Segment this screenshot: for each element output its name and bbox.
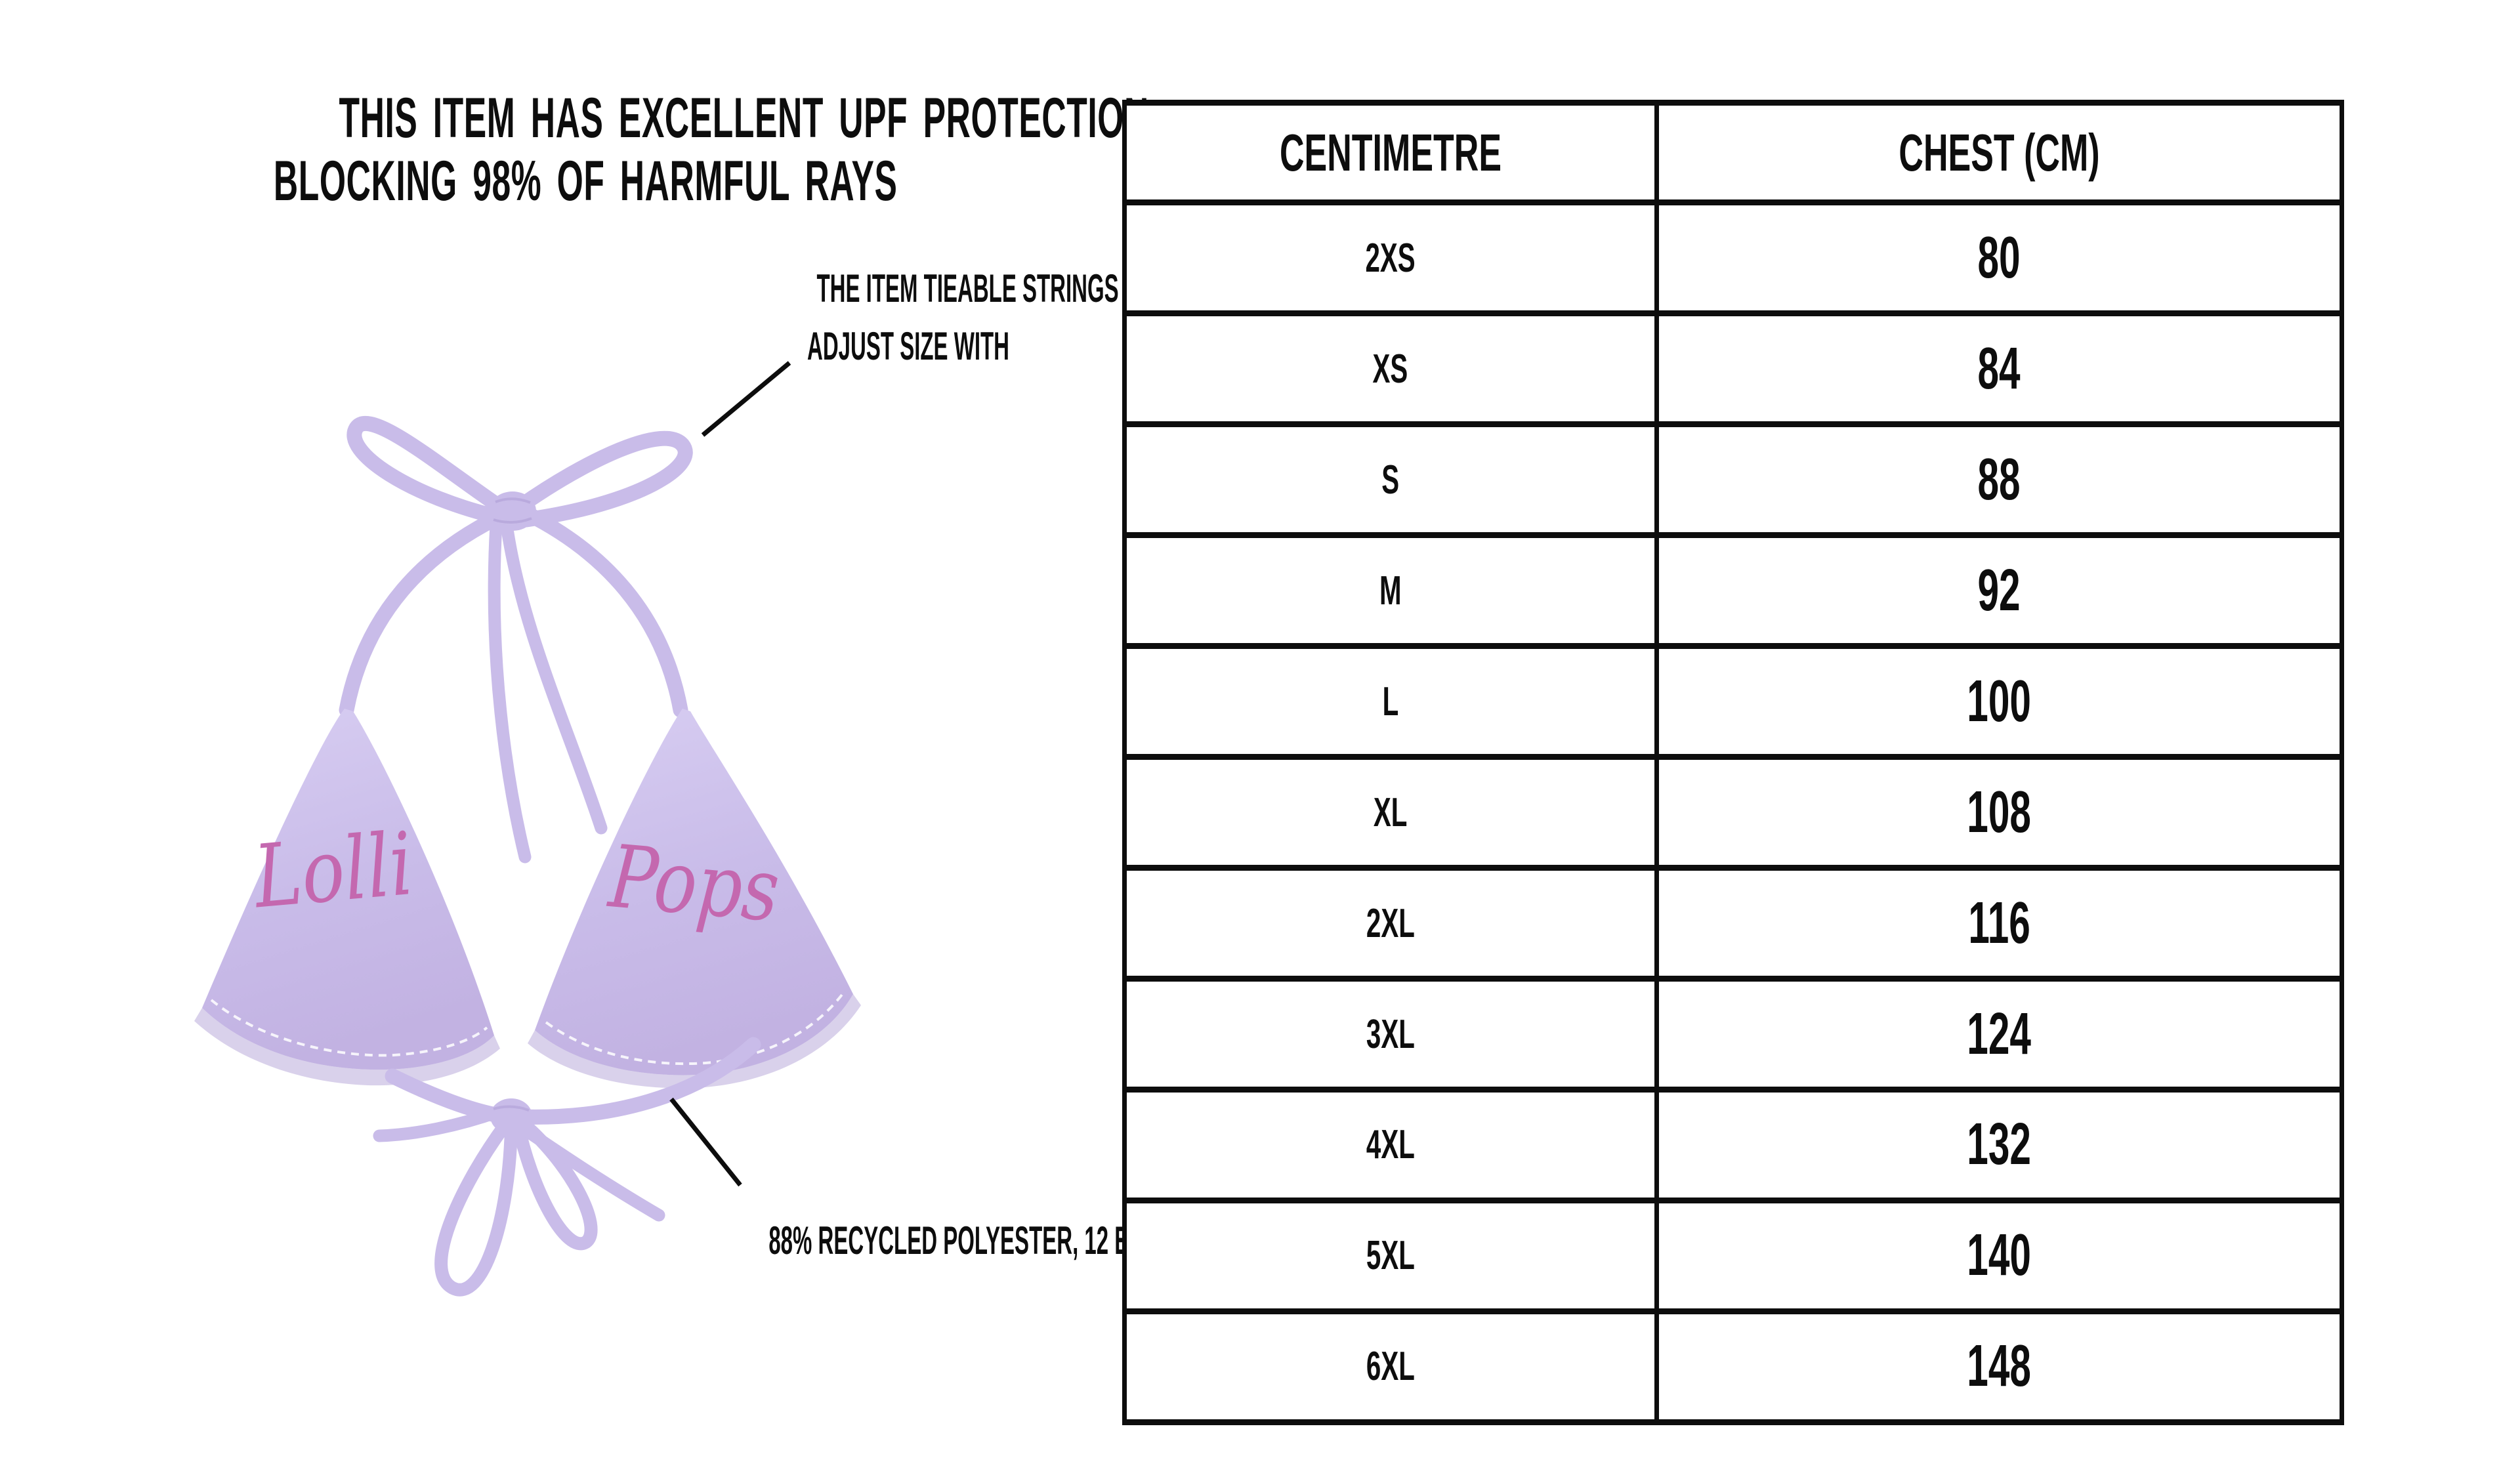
column-header-chest-cm: CHEST (CM) — [1654, 99, 2345, 206]
column-header-centimetre: CENTIMETRE — [1122, 99, 1659, 206]
right-cup-band — [528, 994, 861, 1089]
top-bow-knot — [489, 491, 536, 531]
strings-note-line2: ADJUST SIZE WITH — [807, 324, 1009, 368]
left-cup — [194, 709, 500, 1086]
table-row: L 100 — [1122, 643, 2345, 760]
left-cup-stitching — [210, 999, 488, 1057]
chest-cell: 124 — [1654, 976, 2345, 1093]
size-cell: 3XL — [1122, 976, 1659, 1093]
strings-note-line1: THE ITEM TIEABLE STRINGS TO — [816, 266, 1155, 310]
upf-protection-title: THIS ITEM HAS EXCELLENT UPF PROTECTION, … — [66, 87, 1159, 213]
chest-cell: 84 — [1654, 310, 2345, 428]
chest-cell: 100 — [1654, 643, 2345, 760]
size-table: CENTIMETRE CHEST (CM) 2XS 80 XS 84 S 88 … — [1122, 99, 2345, 1426]
table-row: 6XL 148 — [1122, 1308, 2345, 1426]
size-cell: 6XL — [1122, 1308, 1659, 1426]
size-cell: XL — [1122, 754, 1659, 871]
brand-text-left: Lolli — [249, 814, 417, 928]
chest-cell: 80 — [1654, 199, 2345, 317]
chest-cell: 108 — [1654, 754, 2345, 871]
table-row: XS 84 — [1122, 310, 2345, 428]
table-row: 3XL 124 — [1122, 976, 2345, 1093]
neck-strings — [339, 505, 688, 718]
table-header-row: CENTIMETRE CHEST (CM) — [1122, 99, 2345, 206]
top-bow — [346, 416, 693, 864]
top-knot-shading — [493, 497, 532, 524]
size-cell: 2XS — [1122, 199, 1659, 317]
size-cell: L — [1122, 643, 1659, 760]
size-cell: M — [1122, 532, 1659, 650]
table-row: 5XL 140 — [1122, 1197, 2345, 1314]
size-cell: XS — [1122, 310, 1659, 428]
table-row: S 88 — [1122, 421, 2345, 539]
brand-text-right: Pops — [604, 827, 784, 942]
table-row: XL 108 — [1122, 754, 2345, 871]
table-row: 2XS 80 — [1122, 199, 2345, 317]
chest-cell: 148 — [1654, 1308, 2345, 1426]
chest-cell: 140 — [1654, 1197, 2345, 1314]
chest-cell: 116 — [1654, 865, 2345, 982]
size-cell: 2XL — [1122, 865, 1659, 982]
chest-cell: 132 — [1654, 1086, 2345, 1203]
upf-title-line2: BLOCKING 98% OF HARMFUL RAYS — [273, 150, 898, 213]
callout-line-material — [669, 1097, 742, 1187]
bottom-bow — [373, 1037, 761, 1297]
size-cell: S — [1122, 421, 1659, 539]
upf-title-line1: THIS ITEM HAS EXCELLENT UPF PROTECTION, — [339, 87, 1159, 150]
table-row: 2XL 116 — [1122, 865, 2345, 982]
bottom-bow-knot — [490, 1098, 532, 1134]
right-cup-stitching — [545, 991, 845, 1066]
chest-cell: 88 — [1654, 421, 2345, 539]
chest-cell: 92 — [1654, 532, 2345, 650]
table-row: M 92 — [1122, 532, 2345, 650]
size-cell: 4XL — [1122, 1086, 1659, 1203]
table-row: 4XL 132 — [1122, 1086, 2345, 1203]
bikini-top-illustration: Lolli Pops — [194, 361, 861, 1297]
bottom-knot-shading — [493, 1105, 530, 1112]
size-cell: 5XL — [1122, 1197, 1659, 1314]
right-cup — [528, 709, 861, 1089]
callout-line-strings — [701, 361, 791, 437]
left-cup-band — [194, 1008, 500, 1086]
tieable-strings-note: THE ITEM TIEABLE STRINGS TO ADJUST SIZE … — [679, 260, 1155, 375]
